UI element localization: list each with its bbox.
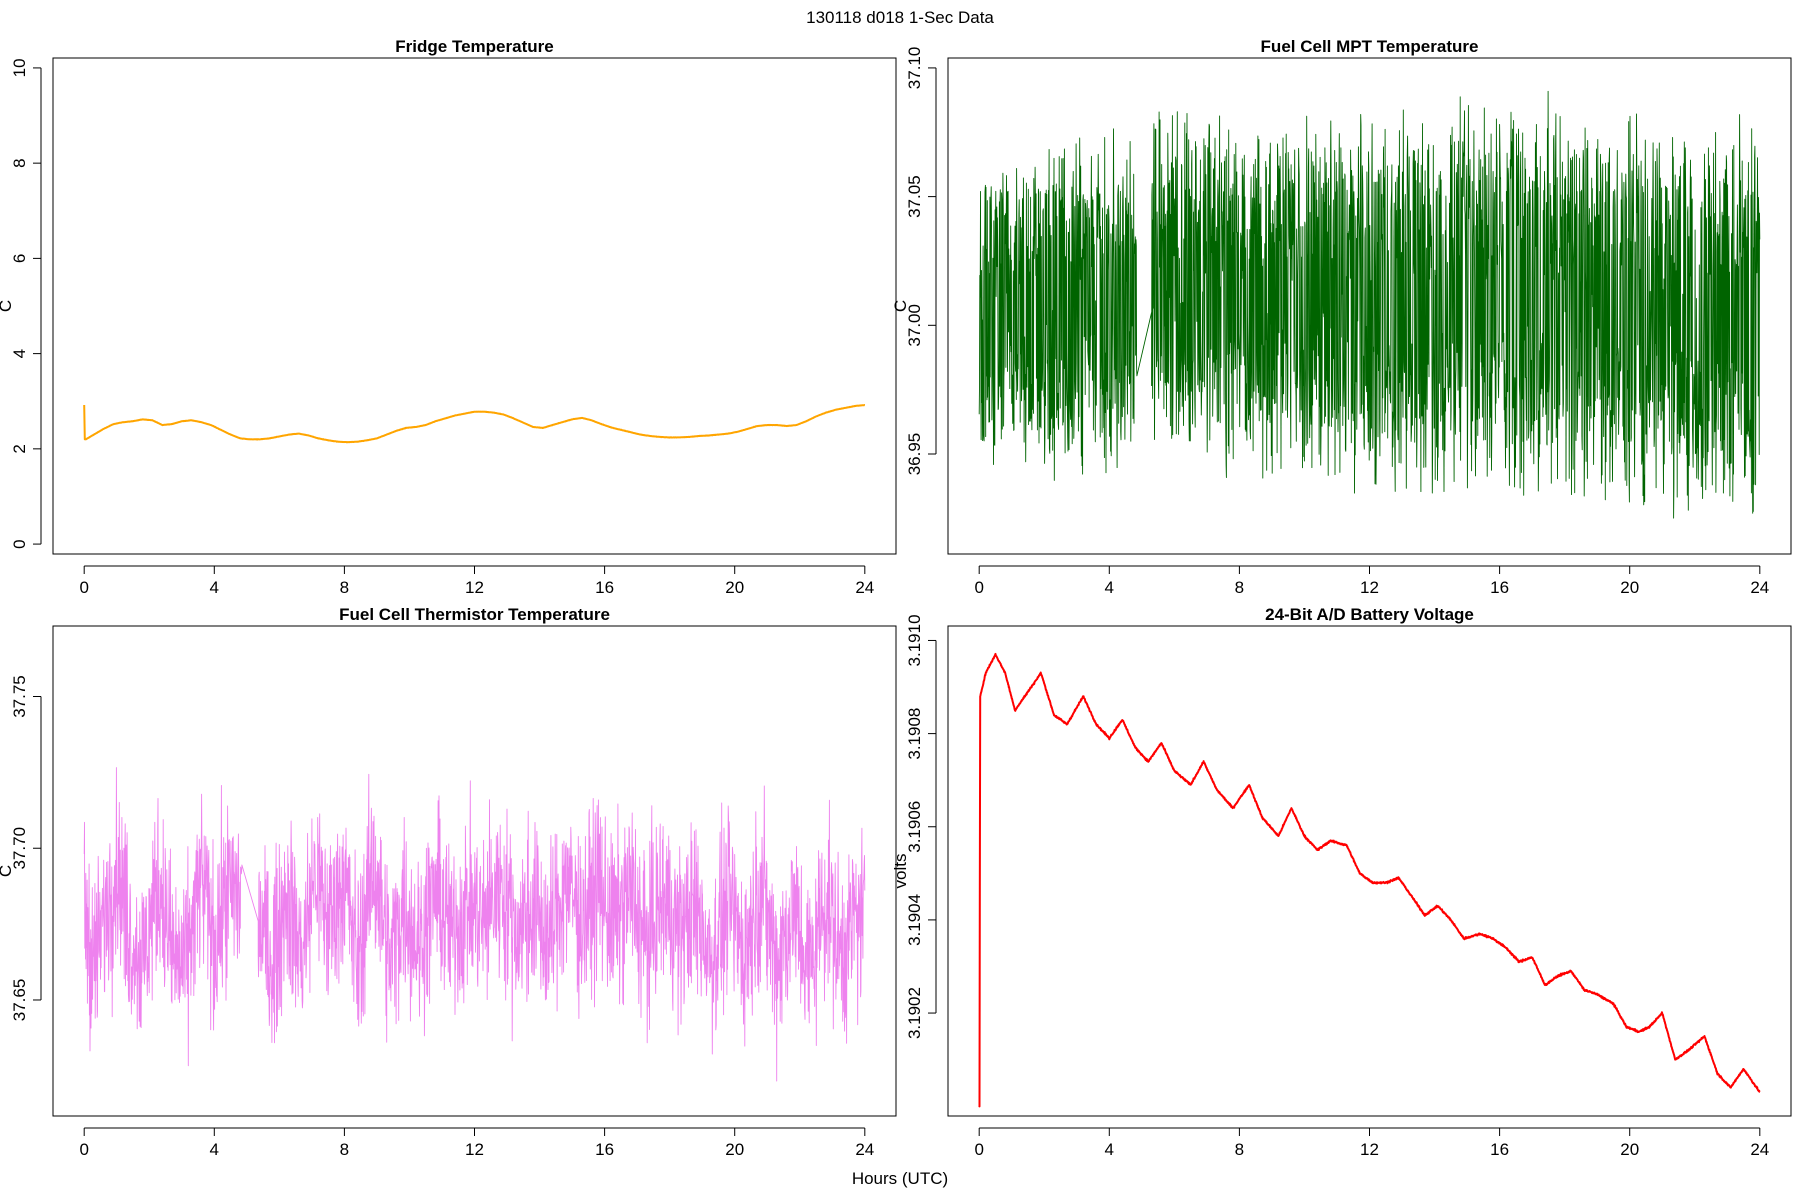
fridge-temperature-panel: Fridge Temperature048121620240246810C	[0, 37, 897, 597]
x-tick-label: 20	[725, 1140, 744, 1159]
y-tick-label: 8	[10, 158, 29, 167]
x-tick-label: 12	[465, 1140, 484, 1159]
x-tick-label: 8	[1235, 578, 1244, 597]
x-tick-label: 12	[1360, 578, 1379, 597]
x-tick-label: 12	[465, 578, 484, 597]
plot-frame	[947, 57, 1792, 555]
y-tick-label: 4	[10, 349, 29, 358]
y-tick-label: 37.05	[905, 175, 924, 218]
y-tick-label: 3.1910	[905, 614, 924, 666]
x-tick-label: 20	[1620, 578, 1639, 597]
x-tick-label: 4	[210, 1140, 219, 1159]
x-tick-label: 0	[974, 578, 983, 597]
x-tick-label: 8	[340, 578, 349, 597]
fuel-cell-mpt-temperature-panel: Fuel Cell MPT Temperature 0 4 8 12 16 20 24 36.9…	[891, 37, 1792, 597]
x-tick-label: 4	[210, 578, 219, 597]
y-axis-label: volts	[891, 854, 910, 889]
x-tick-label: 4	[1105, 1140, 1114, 1159]
x-tick-label: 24	[1750, 578, 1769, 597]
x-tick-label: 0	[974, 1140, 983, 1159]
x-tick-label: 12	[1360, 1140, 1379, 1159]
y-tick-label: 36.95	[905, 433, 924, 476]
x-tick-label: 24	[855, 578, 874, 597]
y-tick-label: 37.70	[10, 827, 29, 870]
x-tick-label: 0	[79, 1140, 88, 1159]
y-axis-label: C	[891, 300, 910, 312]
y-tick-label: 6	[10, 254, 29, 263]
x-tick-label: 8	[1235, 1140, 1244, 1159]
plot-frame	[52, 625, 897, 1117]
panel-title: 24-Bit A/D Battery Voltage	[1265, 605, 1474, 624]
series-line	[978, 90, 1761, 519]
y-tick-label: 3.1908	[905, 708, 924, 760]
figure-x-axis-label: Hours (UTC)	[852, 1169, 948, 1188]
x-tick-label: 4	[1105, 578, 1114, 597]
series-line	[978, 652, 1761, 1108]
y-axis-label: C	[0, 865, 15, 877]
x-tick-label: 8	[340, 1140, 349, 1159]
battery-voltage-panel: 24-Bit A/D Battery Voltage 0 4 8 12 16 20 24 3.1…	[891, 605, 1792, 1159]
plot-frame	[947, 625, 1792, 1117]
y-tick-label: 37.65	[10, 979, 29, 1022]
x-tick-label: 0	[79, 578, 88, 597]
y-tick-label: 0	[10, 539, 29, 548]
y-tick-label: 10	[10, 58, 29, 77]
fuel-cell-thermistor-temperature-panel: Fuel Cell Thermistor Temperature 0 4 8 12 16 2…	[0, 605, 897, 1159]
x-tick-label: 16	[595, 1140, 614, 1159]
y-tick-label: 37.75	[10, 675, 29, 718]
x-tick-label: 20	[725, 578, 744, 597]
y-axis-label: C	[0, 300, 15, 312]
figure-title: 130118 d018 1-Sec Data	[806, 8, 994, 27]
panel-title: Fuel Cell MPT Temperature	[1261, 37, 1479, 56]
x-tick-label: 24	[855, 1140, 874, 1159]
y-tick-label: 3.1904	[905, 894, 924, 946]
panel-title: Fuel Cell Thermistor Temperature	[339, 605, 610, 624]
y-tick-label: 37.00	[905, 304, 924, 347]
x-tick-label: 16	[595, 578, 614, 597]
series-line	[83, 767, 866, 1082]
plot-frame	[52, 57, 897, 555]
y-tick-label: 2	[10, 444, 29, 453]
x-tick-label: 16	[1490, 578, 1509, 597]
y-tick-label: 3.1902	[905, 987, 924, 1039]
x-tick-label: 24	[1750, 1140, 1769, 1159]
x-tick-label: 16	[1490, 1140, 1509, 1159]
panel-title: Fridge Temperature	[395, 37, 553, 56]
y-tick-label: 3.1906	[905, 801, 924, 853]
series-line	[83, 404, 866, 444]
x-tick-label: 20	[1620, 1140, 1639, 1159]
y-tick-label: 37.10	[905, 47, 924, 90]
